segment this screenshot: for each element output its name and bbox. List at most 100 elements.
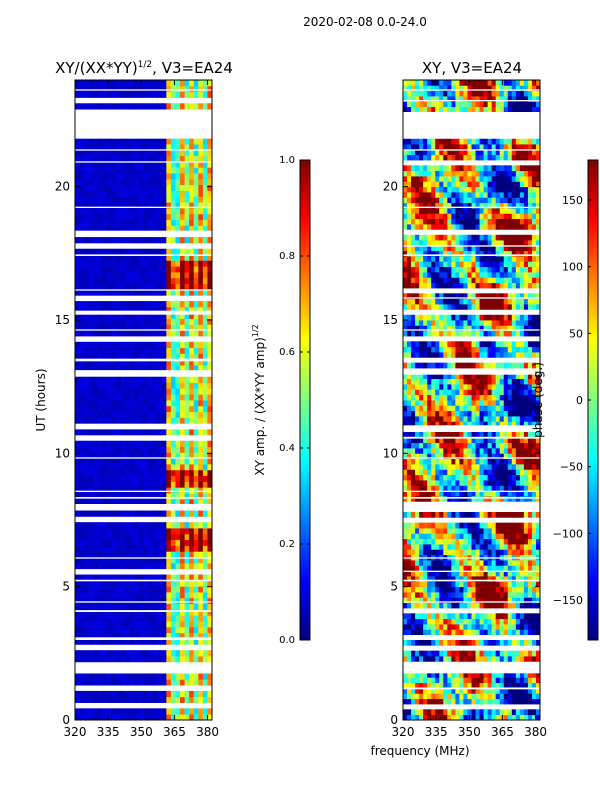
heatmap-cell: [175, 260, 181, 267]
heatmap-cell: [419, 544, 424, 550]
heatmap-cell: [467, 325, 472, 332]
heatmap-cell: [143, 202, 149, 209]
heatmap-cell: [475, 448, 480, 454]
heatmap-cell: [116, 266, 122, 273]
heatmap-cell: [455, 650, 460, 657]
heatmap-cell: [531, 485, 537, 492]
heatmap-cell: [467, 378, 472, 385]
heatmap-cell: [102, 318, 108, 325]
heatmap-cell: [134, 138, 140, 145]
heatmap-cell: [427, 693, 432, 700]
heatmap-cell: [125, 574, 131, 581]
heatmap-cell: [499, 437, 505, 444]
heatmap-cell: [503, 378, 509, 385]
heatmap-cell: [180, 312, 185, 319]
heatmap-cell: [198, 138, 204, 145]
heatmap-cell: [455, 624, 460, 630]
heatmap-cell: [467, 688, 472, 694]
heatmap-cell: [125, 103, 131, 110]
heatmap-cell: [152, 341, 158, 349]
heatmap-cell: [447, 624, 452, 630]
heatmap-cell: [435, 586, 440, 593]
heatmap-cell: [503, 629, 509, 636]
heatmap-cell: [170, 144, 176, 151]
heatmap-cell: [138, 580, 144, 587]
heatmap-cell: [79, 429, 85, 436]
heatmap-cell: [207, 85, 213, 93]
heatmap-cell: [471, 464, 476, 470]
heatmap-cell: [193, 475, 199, 482]
heatmap-cell: [443, 389, 448, 396]
heatmap-cell: [93, 149, 99, 157]
heatmap-cell: [519, 421, 525, 428]
heatmap-cell: [443, 314, 448, 321]
heatmap-cell: [451, 341, 456, 348]
heatmap-cell: [79, 481, 85, 488]
heatmap-cell: [519, 373, 525, 380]
heatmap-cell: [193, 533, 199, 541]
heatmap-cell: [495, 352, 501, 358]
heatmap-cell: [479, 693, 484, 700]
heatmap-cell: [120, 306, 126, 314]
heatmap-cell: [93, 184, 99, 191]
heatmap-cell: [97, 301, 103, 308]
heatmap-cell: [75, 190, 80, 197]
heatmap-cell: [491, 341, 497, 348]
heatmap-cell: [189, 341, 195, 349]
heatmap-cell: [93, 557, 99, 564]
heatmap-cell: [106, 650, 112, 657]
heatmap-cell: [207, 545, 213, 552]
heatmap-cell: [519, 474, 525, 481]
heatmap-cell: [479, 389, 484, 396]
heatmap-cell: [84, 417, 90, 424]
heatmap-cell: [427, 688, 432, 694]
heatmap-cell: [106, 597, 112, 605]
heatmap-cell: [202, 330, 208, 337]
heatmap-cell: [88, 382, 94, 389]
heatmap-cell: [106, 144, 112, 151]
heatmap-cell: [120, 219, 126, 226]
heatmap-cell: [419, 304, 424, 310]
heatmap-cell: [527, 496, 533, 502]
heatmap-cell: [97, 196, 103, 203]
heatmap-cell: [193, 289, 199, 296]
heatmap-cell: [431, 432, 436, 438]
heatmap-cell: [116, 592, 122, 599]
heatmap-cell: [523, 581, 529, 588]
heatmap-cell: [439, 384, 444, 390]
heatmap-cell: [439, 613, 444, 620]
heatmap-cell: [84, 592, 90, 599]
heatmap-cell: [475, 576, 480, 582]
heatmap-cell: [479, 624, 484, 630]
heatmap-cell: [403, 394, 408, 401]
heatmap-cell: [202, 353, 208, 360]
heatmap-cell: [152, 80, 158, 87]
heatmap-cell: [499, 688, 505, 694]
heatmap-cell: [487, 560, 493, 566]
heatmap-cell: [79, 382, 85, 389]
heatmap-cell: [88, 551, 94, 558]
heatmap-cell: [152, 417, 158, 424]
heatmap-cell: [166, 487, 172, 494]
heatmap-cell: [102, 609, 108, 616]
heatmap-cell: [527, 565, 533, 572]
heatmap-cell: [152, 283, 158, 290]
heatmap-cell: [161, 312, 167, 319]
heatmap-cell: [427, 293, 432, 300]
heatmap-cell: [431, 474, 436, 481]
heatmap-cell: [116, 144, 122, 151]
heatmap-cell: [75, 632, 80, 639]
heatmap-cell: [447, 581, 452, 588]
heatmap-cell: [148, 149, 154, 157]
heatmap-cell: [463, 432, 468, 438]
heatmap-cell: [129, 190, 135, 197]
heatmap-cell: [157, 626, 163, 634]
heatmap-cell: [97, 260, 103, 267]
y-tick-label: 5: [62, 580, 70, 594]
heatmap-cell: [443, 400, 448, 406]
heatmap-cell: [152, 184, 158, 191]
heatmap-cell: [431, 373, 436, 380]
heatmap-cell: [161, 481, 167, 488]
heatmap-cell: [483, 421, 489, 428]
heatmap-cell: [527, 330, 533, 337]
